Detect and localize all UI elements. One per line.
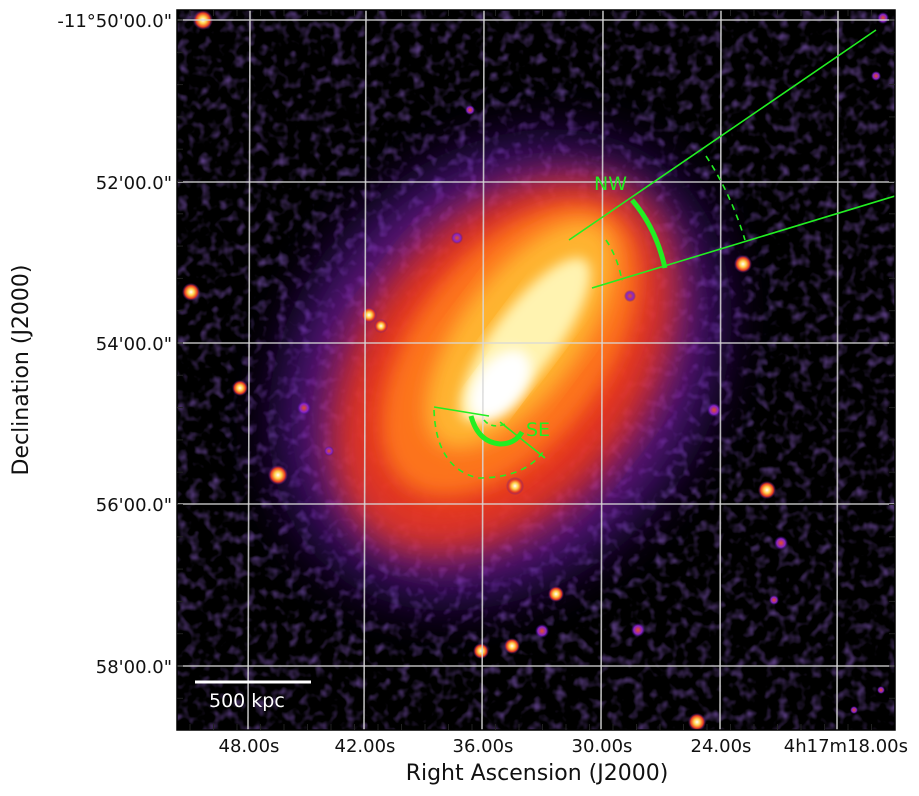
point-source: [268, 465, 288, 485]
nw-sector-edge-lower: [591, 195, 895, 289]
point-source: [504, 638, 520, 654]
x-tick-labels: 48.00s 42.00s 36.00s 30.00s 24.00s 4h17m…: [219, 736, 908, 757]
point-source: [465, 105, 475, 115]
scale-bar-label: 500 kpc: [209, 690, 285, 712]
se-cold-front-arc: [468, 415, 525, 447]
point-source: [624, 290, 636, 302]
point-source: [451, 232, 463, 244]
nw-shock-arc: [630, 198, 668, 269]
scale-bar: 500 kpc: [195, 680, 311, 712]
y-tick-label: 56'00.0": [96, 495, 172, 516]
x-tick-label: 24.00s: [691, 736, 752, 757]
x-axis-title: Right Ascension (J2000): [406, 761, 669, 786]
point-source: [374, 319, 388, 333]
se-label: SE: [526, 419, 550, 441]
y-tick-label: -11°50'00.0": [57, 11, 172, 32]
x-tick-label: 30.00s: [572, 736, 633, 757]
point-source: [548, 586, 564, 602]
x-tick-label: 42.00s: [335, 736, 396, 757]
nw-outer-arc: [705, 155, 746, 241]
point-source: [473, 643, 489, 659]
point-source: [871, 71, 881, 81]
plot-frame: [176, 9, 896, 731]
nw-label: NW: [594, 173, 627, 195]
nw-sector-edge-upper: [568, 29, 877, 241]
xray-image: NW SE 500 kpc: [177, 10, 895, 730]
point-source: [734, 255, 752, 273]
se-sector-edge-left: [433, 406, 490, 417]
point-source: [361, 307, 377, 323]
y-tick-labels: -11°50'00.0" 52'00.0" 54'00.0" 56'00.0" …: [57, 11, 172, 678]
y-tick-label: 54'00.0": [96, 334, 172, 355]
nw-inner-arc: [605, 239, 623, 282]
frame-ticks: [177, 10, 895, 730]
se-sector: [433, 406, 546, 479]
point-source: [297, 401, 311, 415]
x-tick-label: 36.00s: [453, 736, 514, 757]
point-source: [769, 595, 779, 605]
y-tick-label: 58'00.0": [96, 657, 172, 678]
cluster-emission: [243, 103, 757, 637]
point-source: [758, 481, 776, 499]
point-source: [688, 713, 706, 730]
point-source: [182, 283, 200, 301]
coordinate-grid: [177, 10, 895, 730]
point-source: [877, 686, 885, 694]
point-source: [707, 403, 721, 417]
nw-sector: [568, 29, 895, 289]
se-inner-arc: [483, 419, 509, 427]
x-tick-label: 4h17m18.00s: [784, 736, 908, 757]
point-source: [850, 706, 858, 714]
point-source: [877, 12, 889, 24]
y-tick-label: 52'00.0": [96, 173, 172, 194]
point-source: [631, 623, 645, 637]
y-axis-title: Declination (J2000): [9, 265, 34, 476]
se-sector-edge-right: [499, 421, 546, 459]
point-source: [774, 536, 788, 550]
x-tick-label: 48.00s: [219, 736, 280, 757]
point-source: [324, 446, 334, 456]
point-source: [506, 477, 524, 495]
point-source: [535, 624, 549, 638]
point-source: [232, 380, 248, 396]
